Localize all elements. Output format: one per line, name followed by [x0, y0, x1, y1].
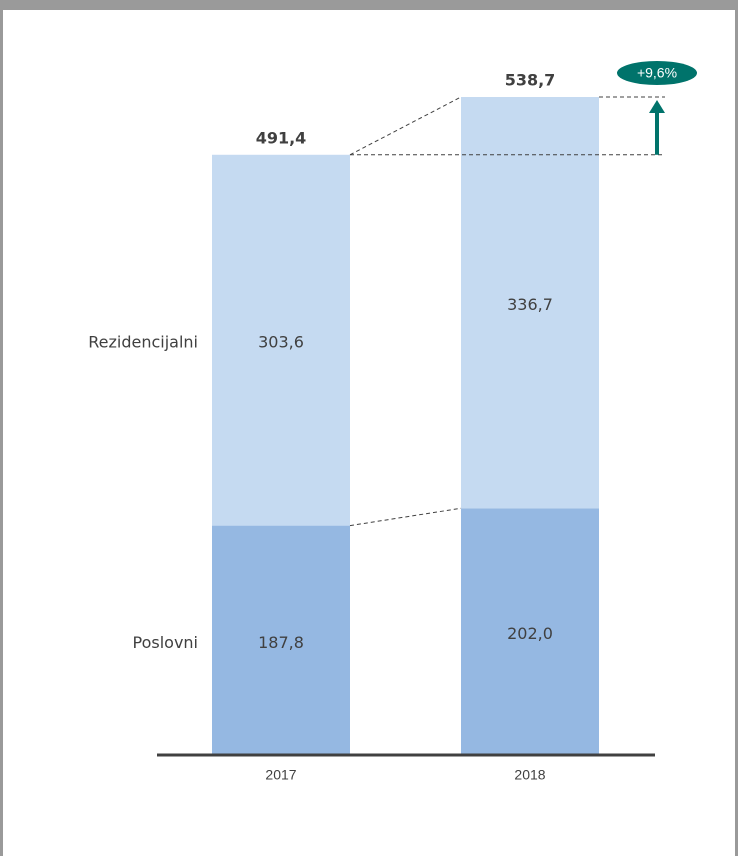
bar-segment: [212, 154, 350, 526]
total-label: 491,4: [256, 128, 307, 147]
x-tick-label: 2017: [265, 767, 296, 783]
connector: [349, 507, 462, 527]
connector: [349, 96, 462, 156]
annotation-badge: [617, 61, 697, 85]
x-tick-label: 2018: [514, 767, 545, 783]
total-label: 538,7: [505, 71, 556, 90]
value-label: 336,7: [507, 295, 553, 314]
series-label: Poslovni: [133, 633, 199, 652]
annotation: +9,6%: [637, 65, 677, 81]
value-label: 202,0: [507, 624, 553, 643]
bar-segment: [461, 508, 599, 755]
bar-segment: [212, 525, 350, 755]
growth-arrowhead: [649, 100, 665, 113]
series-label: Rezidencijalni: [88, 333, 198, 352]
bar-segment: [461, 97, 599, 509]
value-label: 187,8: [258, 633, 304, 652]
value-label: 303,6: [258, 333, 304, 352]
